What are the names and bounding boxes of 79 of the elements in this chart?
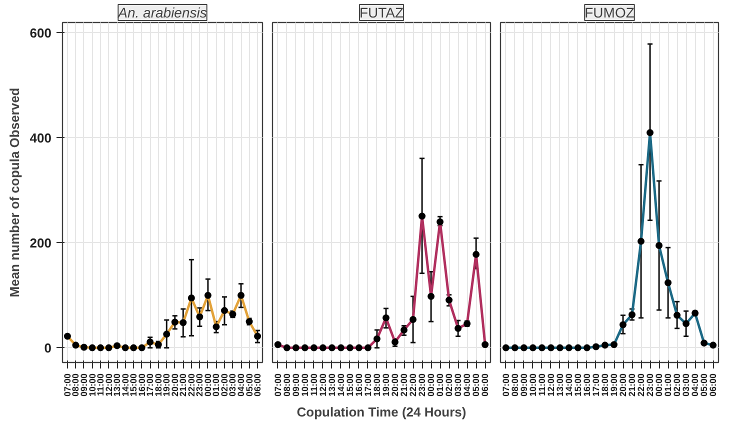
x-tick-label: 05:00: [471, 373, 482, 397]
x-tick-label: 19:00: [381, 373, 392, 397]
y-tick-label: 200: [30, 235, 52, 250]
x-tick-label: 07:00: [272, 373, 283, 397]
x-tick-label: 00:00: [426, 373, 436, 397]
x-tick-label: 20:00: [390, 373, 400, 397]
x-tick-label: 10:00: [300, 373, 310, 397]
x-tick-label: 23:00: [417, 373, 428, 397]
x-tick-label: 06:00: [708, 373, 718, 397]
x-tick-label: 18:00: [372, 373, 382, 397]
x-tick-label: 22:00: [636, 373, 646, 397]
x-tick-label: 15:00: [344, 373, 355, 397]
x-tick-label: 17:00: [590, 373, 601, 397]
x-tick-label: 17:00: [145, 373, 156, 397]
x-tick-label: 01:00: [663, 373, 674, 397]
x-tick-label: 02:00: [672, 373, 682, 397]
chart-title: FUMOZ: [584, 4, 635, 20]
x-tick-label: 20:00: [618, 373, 628, 397]
x-tick-label: 21:00: [399, 373, 410, 397]
x-tick-label: 20:00: [170, 373, 180, 397]
x-tick-label: 06:00: [480, 373, 490, 397]
x-tick-label: 09:00: [78, 373, 89, 397]
y-axis-title: Mean number of copula Observed: [6, 88, 22, 298]
x-tick-label: 14:00: [564, 373, 574, 397]
x-tick-label: 21:00: [178, 373, 188, 397]
y-tick-label: 400: [30, 130, 52, 146]
x-tick-label: 07:00: [500, 373, 511, 397]
x-tick-label: 10:00: [87, 373, 98, 397]
x-tick-label: 22:00: [186, 373, 196, 397]
x-tick-label: 23:00: [645, 373, 656, 397]
x-tick-label: 16:00: [136, 373, 147, 397]
x-tick-label: 03:00: [228, 373, 238, 397]
x-tick-label: 03:00: [681, 373, 692, 397]
x-tick-label: 08:00: [510, 373, 520, 397]
x-tick-label: 05:00: [244, 373, 254, 397]
x-tick-label: 17:00: [362, 373, 373, 397]
x-tick-label: 19:00: [609, 373, 620, 397]
x-tick-label: 15:00: [572, 373, 583, 397]
x-tick-label: 08:00: [282, 373, 292, 397]
x-tick-label: 02:00: [444, 373, 454, 397]
x-tick-label: 19:00: [162, 373, 172, 397]
x-tick-label: 04:00: [236, 373, 246, 397]
x-tick-label: 01:00: [211, 373, 222, 397]
x-tick-label: 16:00: [582, 373, 592, 397]
x-tick-label: 14:00: [120, 373, 130, 397]
x-tick-label: 18:00: [153, 373, 164, 397]
x-tick-label: 10:00: [528, 373, 538, 397]
x-tick-label: 16:00: [354, 373, 364, 397]
x-tick-label: 23:00: [194, 373, 205, 397]
x-axis-title: Copulation Time (24 Hours): [296, 404, 466, 420]
x-tick-label: 12:00: [104, 373, 114, 397]
y-tick-label: 0: [44, 340, 52, 356]
x-tick-label: 09:00: [290, 373, 301, 397]
x-tick-label: 22:00: [408, 373, 418, 397]
x-tick-label: 07:00: [62, 373, 72, 397]
y-tick-label: 600: [30, 25, 52, 40]
x-tick-label: 00:00: [654, 373, 664, 397]
x-tick-label: 01:00: [435, 373, 446, 397]
x-tick-label: 08:00: [70, 373, 81, 397]
x-tick-label: 11:00: [308, 373, 319, 396]
x-tick-label: 06:00: [252, 373, 263, 397]
x-tick-label: 12:00: [546, 373, 556, 397]
x-tick-label: 13:00: [112, 373, 122, 397]
x-tick-label: 05:00: [699, 373, 710, 397]
x-tick-label: 14:00: [336, 373, 346, 397]
x-tick-label: 03:00: [453, 373, 464, 397]
x-tick-label: 00:00: [202, 373, 213, 397]
x-tick-label: 13:00: [554, 373, 565, 397]
x-tick-label: 04:00: [690, 373, 700, 397]
x-tick-label: 13:00: [326, 373, 337, 397]
x-tick-label: 11:00: [536, 373, 547, 396]
x-tick-label: 11:00: [96, 373, 106, 396]
x-tick-label: 04:00: [462, 373, 472, 397]
x-tick-label: 18:00: [600, 373, 610, 397]
x-tick-label: 15:00: [128, 373, 139, 397]
x-tick-label: 12:00: [318, 373, 328, 397]
x-tick-label: 02:00: [219, 373, 230, 397]
x-tick-label: 21:00: [627, 373, 638, 397]
x-tick-label: 09:00: [518, 373, 529, 397]
